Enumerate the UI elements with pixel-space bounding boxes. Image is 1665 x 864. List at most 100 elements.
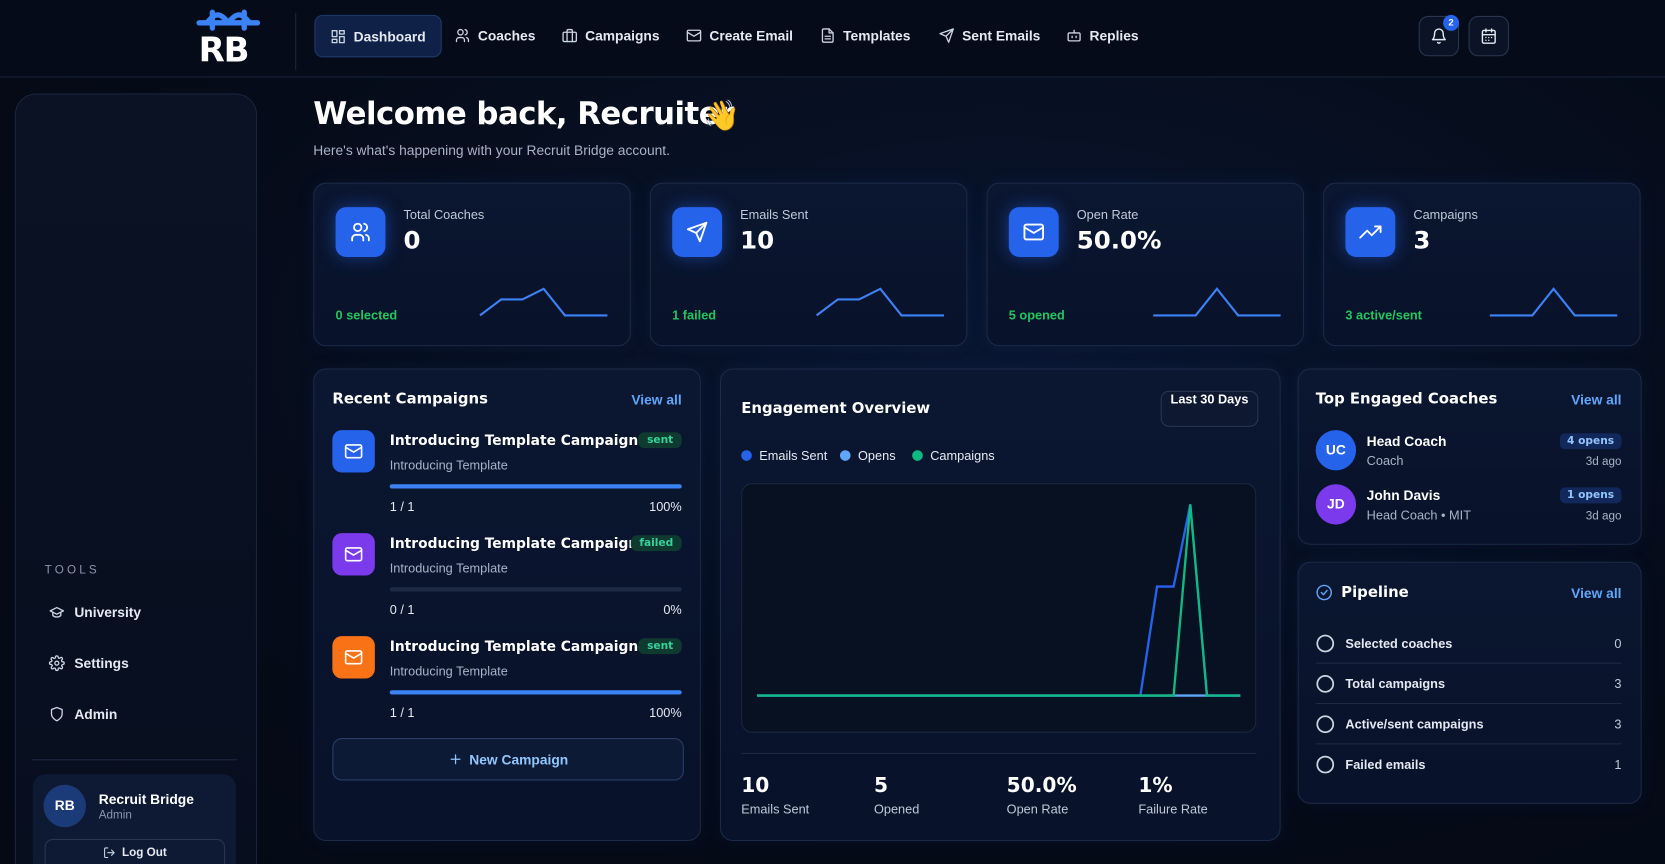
summary-value: 50.0% [1006, 774, 1077, 798]
sidebar-icon [48, 655, 65, 672]
stat-value: 50.0% [1076, 227, 1162, 255]
calendar-button-icon [1481, 28, 1496, 44]
nav-label: Replies [1089, 27, 1139, 44]
bell-button[interactable] [1418, 15, 1460, 57]
sidebar-divider [31, 759, 237, 761]
range-button[interactable]: Last 30 Days [1160, 390, 1259, 427]
status-badge: sent [638, 432, 682, 449]
legend-label: Campaigns [930, 448, 995, 463]
bell-button-icon [1431, 28, 1446, 44]
pipeline-circle [1316, 715, 1335, 734]
pipeline-divider [1315, 662, 1622, 664]
page-title: Welcome back, Recruiter [313, 95, 734, 132]
status-badge: sent [638, 638, 682, 655]
sidebar-item[interactable]: Settings [74, 655, 129, 672]
page-subtitle: Here's what's happening with your Recrui… [313, 142, 670, 159]
nav-item[interactable]: Templates [807, 15, 925, 55]
pipeline-value: 3 [1614, 676, 1622, 692]
campaign-icon-glyph [344, 650, 363, 665]
sidebar-section-label: TOOLS [44, 563, 100, 577]
summary-value: 10 [741, 774, 770, 798]
progress-fill [389, 690, 682, 695]
stat-note: 3 active/sent [1345, 307, 1422, 323]
nav-item[interactable]: Coaches [442, 15, 551, 55]
coach-name[interactable]: Head Coach [1366, 433, 1447, 450]
pipeline-card [1297, 561, 1642, 804]
campaign-name[interactable]: Introducing Template Campaign [389, 433, 639, 450]
sidebar-item[interactable]: University [74, 604, 142, 621]
logout-icon [103, 847, 115, 859]
sparkline-line [479, 287, 608, 317]
progress-percent: 0% [663, 602, 682, 617]
nav-item[interactable]: Sent Emails [926, 15, 1055, 55]
campaign-icon [332, 636, 375, 679]
stat-icon [1345, 207, 1396, 257]
view-all-link[interactable]: View all [631, 391, 682, 408]
progress-fill [389, 484, 682, 489]
summary-label: Emails Sent [741, 801, 810, 817]
plot-area [741, 483, 1257, 733]
nav-item[interactable]: Create Email [673, 15, 808, 55]
notification-badge: 2 [1443, 14, 1460, 31]
card-title: Engagement Overview [741, 400, 931, 418]
stat-label: Total Coaches [403, 207, 485, 222]
nav-item[interactable]: Dashboard [314, 14, 442, 58]
sidebar-item[interactable]: Admin [74, 706, 118, 723]
legend-dot [741, 450, 752, 461]
stat-icon-glyph [1023, 223, 1044, 241]
coach-name[interactable]: John Davis [1366, 487, 1441, 504]
status-badge: failed [630, 535, 682, 552]
nav-item[interactable]: Replies [1053, 15, 1153, 55]
nav-icon [939, 27, 954, 43]
stat-icon-glyph [1359, 225, 1382, 239]
nav-label: Coaches [477, 27, 536, 44]
pipeline-value: 0 [1614, 636, 1622, 651]
stat-icon [672, 207, 723, 257]
user-name: Recruit Bridge [98, 791, 194, 808]
nav-icon [331, 29, 345, 43]
campaign-icon [332, 430, 375, 473]
nav-icon [562, 28, 578, 42]
logout-button[interactable]: Log Out [44, 838, 226, 864]
pipeline-label: Active/sent campaigns [1345, 716, 1484, 732]
view-all-link[interactable]: View all [1571, 585, 1622, 602]
summary-label: Opened [873, 801, 920, 817]
stat-icon [1008, 207, 1059, 257]
campaign-icon [332, 533, 375, 576]
summary-divider [741, 752, 1257, 754]
coach-avatar: JD [1315, 484, 1357, 525]
sparkline [479, 287, 608, 317]
campaign-name[interactable]: Introducing Template Campaign [389, 639, 639, 656]
pipeline-circle [1316, 675, 1335, 693]
campaign-template: Introducing Template [389, 457, 508, 473]
sparkline [1153, 287, 1281, 317]
stat-note: 0 selected [335, 307, 398, 323]
pipeline-icon [1316, 584, 1332, 601]
stat-label: Emails Sent [740, 207, 809, 222]
nav-label: Templates [843, 27, 911, 44]
sparkline [1489, 287, 1618, 317]
nav-label: Campaigns [585, 27, 660, 44]
calendar-button[interactable] [1468, 15, 1509, 57]
stat-value: 0 [403, 227, 421, 255]
stat-note: 5 opened [1008, 307, 1065, 323]
nav-item[interactable]: Campaigns [549, 15, 674, 55]
new-campaign-button[interactable]: New Campaign [332, 738, 684, 781]
progress-track [389, 587, 682, 592]
pipeline-value: 1 [1614, 757, 1622, 773]
campaign-name[interactable]: Introducing Template Campaign [389, 536, 639, 553]
plus-icon [450, 754, 461, 765]
stat-icon [335, 207, 386, 257]
legend-dot [912, 450, 923, 461]
summary-value: 5 [873, 774, 888, 798]
coach-role: Coach [1366, 453, 1404, 469]
sparkline [815, 287, 945, 317]
pipeline-label: Selected coaches [1345, 636, 1453, 651]
view-all-link[interactable]: View all [1571, 391, 1622, 408]
summary-label: Open Rate [1006, 801, 1069, 817]
coach-time: 3d ago [1585, 455, 1622, 469]
coach-time: 3d ago [1585, 509, 1622, 523]
opens-badge: 1 opens [1559, 487, 1622, 504]
